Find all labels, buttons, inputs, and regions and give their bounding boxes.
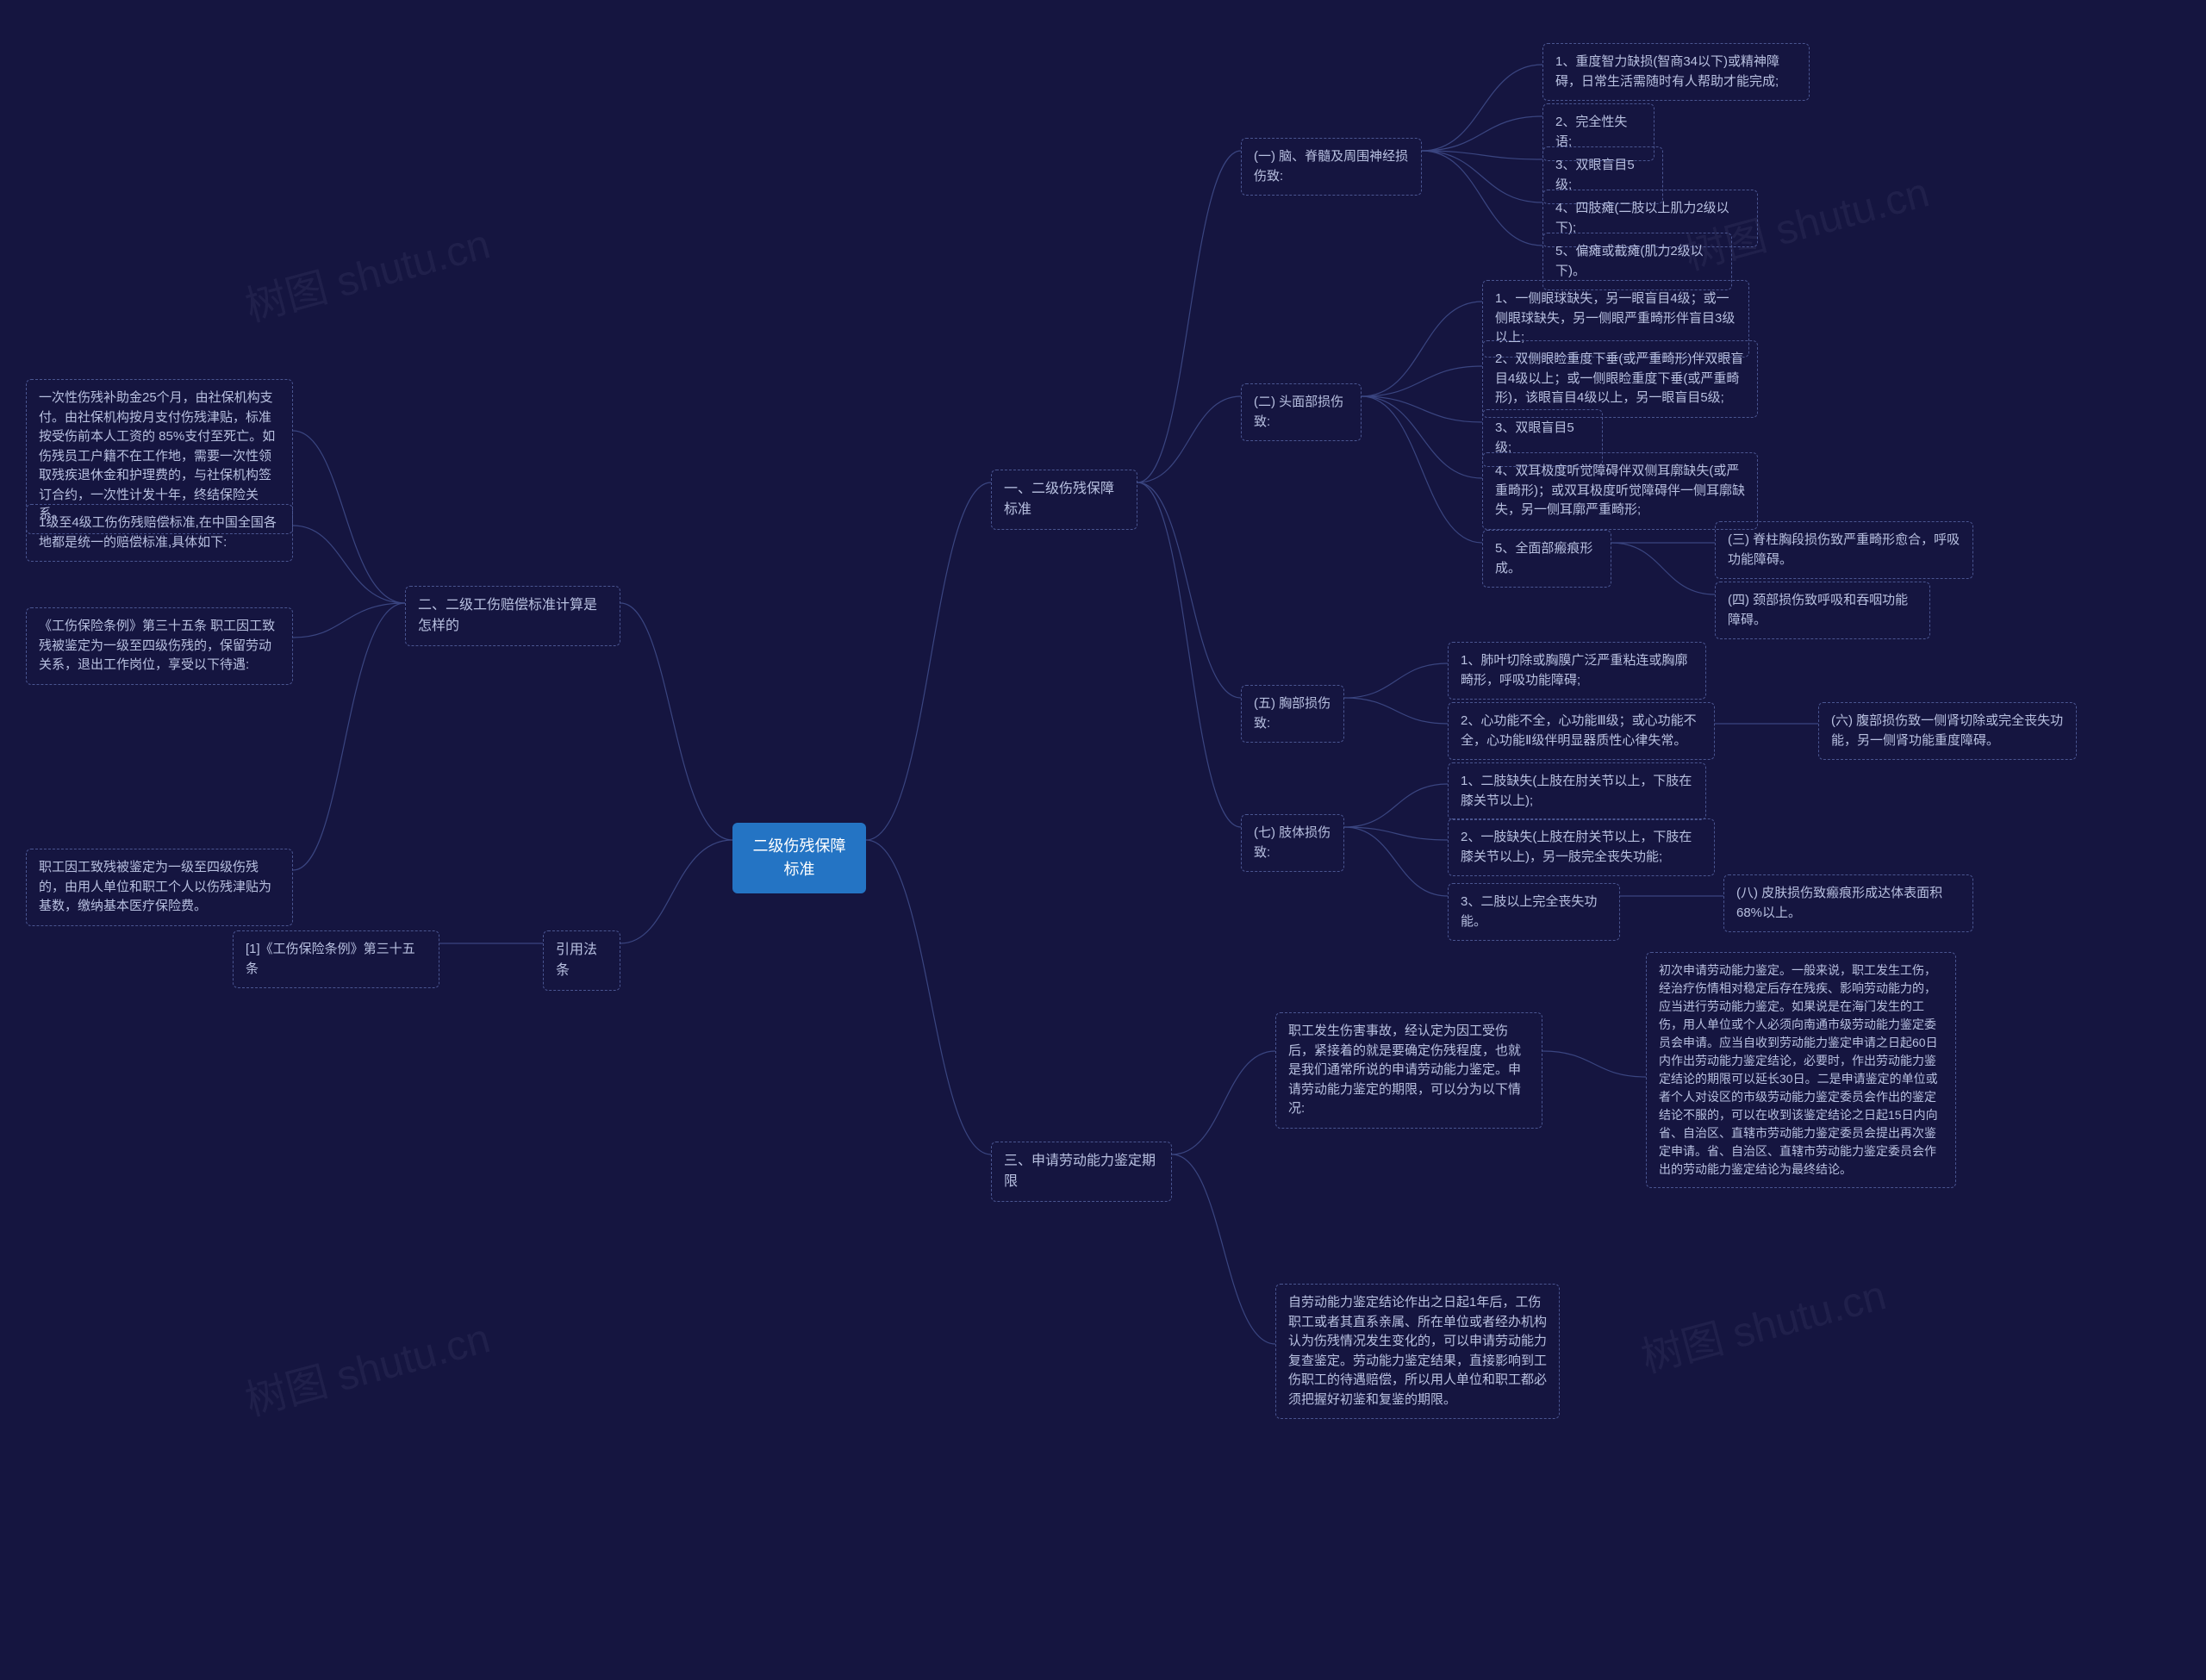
node-1-8: (八) 皮肤损伤致瘢痕形成达体表面积68%以上。	[1723, 874, 1973, 932]
node-1-5: (五) 胸部损伤致:	[1241, 685, 1344, 743]
connector-layer-2	[0, 0, 2206, 1680]
watermark: 树图 shutu.cn	[238, 210, 495, 333]
node-1-5-1: 1、肺叶切除或胸膜广泛严重粘连或胸廓畸形，呼吸功能障碍;	[1448, 642, 1706, 700]
branch-1: 一、二级伤残保障标准	[991, 470, 1137, 530]
root-node: 二级伤残保障标准	[732, 823, 866, 893]
node-1-4: (四) 颈部损伤致呼吸和吞咽功能障碍。	[1715, 582, 1930, 639]
node-1-2-2: 2、双侧眼睑重度下垂(或严重畸形)伴双眼盲目4级以上；或一侧眼睑重度下垂(或严重…	[1482, 340, 1758, 418]
node-4-1: [1]《工伤保险条例》第三十五条	[233, 930, 439, 988]
node-1-7: (七) 肢体损伤致:	[1241, 814, 1344, 872]
connector-layer	[0, 0, 2206, 1680]
node-1-7-3: 3、二肢以上完全丧失功能。	[1448, 883, 1620, 941]
branch-4: 引用法条	[543, 930, 620, 991]
node-3-1: 职工发生伤害事故，经认定为因工受伤后，紧接着的就是要确定伤残程度，也就是我们通常…	[1275, 1012, 1542, 1129]
watermark: 树图 shutu.cn	[1634, 1261, 1891, 1384]
node-2-3: 《工伤保险条例》第三十五条 职工因工致残被鉴定为一级至四级伤残的，保留劳动关系，…	[26, 607, 293, 685]
branch-2: 二、二级工伤赔偿标准计算是怎样的	[405, 586, 620, 646]
node-1-1: (一) 脑、脊髓及周围神经损伤致:	[1241, 138, 1422, 196]
node-3-2: 自劳动能力鉴定结论作出之日起1年后，工伤职工或者其直系亲属、所在单位或者经办机构…	[1275, 1284, 1560, 1419]
node-2-4: 职工因工致残被鉴定为一级至四级伤残的，由用人单位和职工个人以伤残津贴为基数，缴纳…	[26, 849, 293, 926]
node-1-2-5: 5、全面部瘢痕形成。	[1482, 530, 1611, 588]
node-2-2: 1级至4级工伤伤残赔偿标准,在中国全国各地都是统一的赔偿标准,具体如下:	[26, 504, 293, 562]
node-1-1-1: 1、重度智力缺损(智商34以下)或精神障碍，日常生活需随时有人帮助才能完成;	[1542, 43, 1810, 101]
node-1-6: (六) 腹部损伤致一侧肾切除或完全丧失功能，另一侧肾功能重度障碍。	[1818, 702, 2077, 760]
node-1-2: (二) 头面部损伤致:	[1241, 383, 1362, 441]
node-1-2-4: 4、双耳极度听觉障碍伴双侧耳廓缺失(或严重畸形)；或双耳极度听觉障碍伴一侧耳廓缺…	[1482, 452, 1758, 530]
node-1-7-2: 2、一肢缺失(上肢在肘关节以上，下肢在膝关节以上)，另一肢完全丧失功能;	[1448, 818, 1715, 876]
node-3-1-1: 初次申请劳动能力鉴定。一般来说，职工发生工伤，经治疗伤情相对稳定后存在残疾、影响…	[1646, 952, 1956, 1188]
node-1-7-1: 1、二肢缺失(上肢在肘关节以上，下肢在膝关节以上);	[1448, 762, 1706, 820]
branch-3: 三、申请劳动能力鉴定期限	[991, 1142, 1172, 1202]
watermark: 树图 shutu.cn	[238, 1304, 495, 1428]
node-1-3: (三) 脊柱胸段损伤致严重畸形愈合，呼吸功能障碍。	[1715, 521, 1973, 579]
node-1-5-2: 2、心功能不全，心功能Ⅲ级；或心功能不全，心功能Ⅱ级伴明显器质性心律失常。	[1448, 702, 1715, 760]
